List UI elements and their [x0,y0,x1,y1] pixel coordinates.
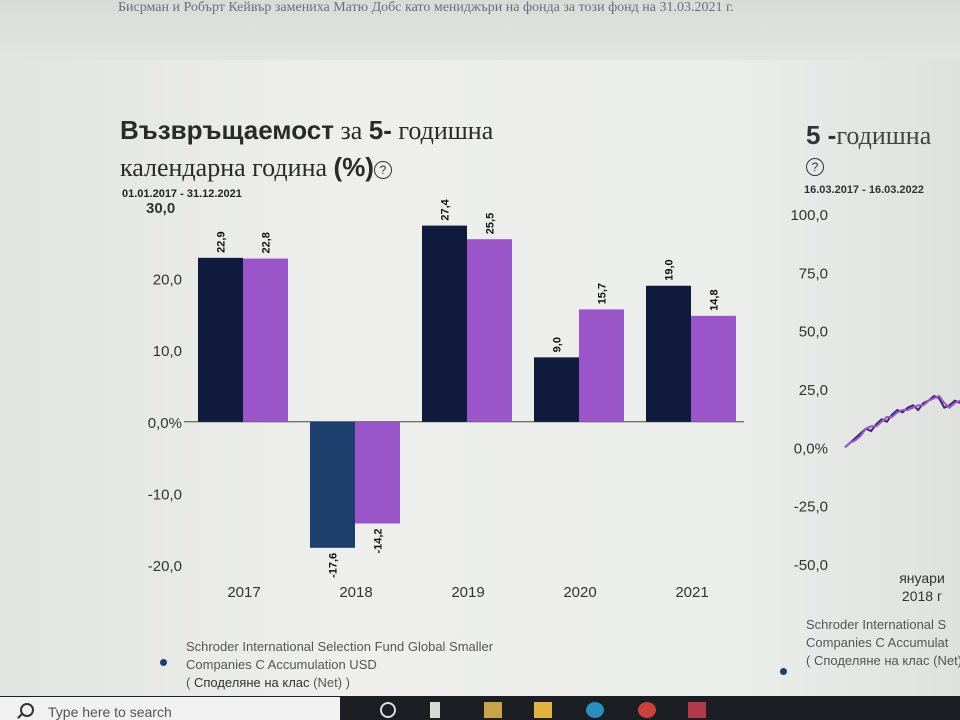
bar-2019-s1 [422,225,467,422]
legend-line-3: ( Споделяне на клас (Net) ) [186,674,606,692]
bar-2019-s2 [467,239,512,422]
y-tick-label: 0,0% [148,415,182,432]
bar-2020-s1 [534,357,579,422]
legend-line-1: Schroder International Selection Fund Gl… [186,639,494,654]
help-icon[interactable]: ? [373,161,392,180]
bar-data-label: -17,6 [328,553,340,578]
y-tick-label-secondary: 0,0% [794,440,828,457]
bar-2017-s2 [243,258,288,422]
title-word-za: за [333,116,369,145]
title-line2: календарна година [120,153,334,182]
chart-title: Възвръщаемост за 5- годишна календарна г… [120,112,640,186]
widgets-icon[interactable] [430,702,440,718]
y-tick-label-secondary: 100,0 [790,207,828,224]
y-tick-label: -20,0 [148,558,182,575]
x-category-label: 2017 [227,584,260,601]
chart-period: 01.01.2017 - 31.12.2021 [122,188,242,200]
app-icon[interactable] [688,702,706,718]
bar-data-label: 19,0 [664,259,676,280]
title-percent: (%) [333,152,374,182]
x-category-label: 2021 [675,584,708,601]
bar-data-label: -14,2 [373,528,385,553]
edge-browser-icon[interactable] [586,702,604,718]
bar-data-label: 22,8 [261,232,273,253]
legend2-line-3: ( Споделяне на клас (Net) [806,653,960,668]
title-bold-five: 5- [368,115,392,145]
bar-2021-s2 [691,315,736,422]
legend-paren-open: ( [186,675,194,690]
secondary-chart-period: 16.03.2017 - 16.03.2022 [804,184,924,196]
legend-marker [160,659,167,666]
secondary-chart-title: 5 -годишна [806,120,960,151]
legend-paren-close: ) [342,675,350,690]
legend-share-class: Споделяне на клас [193,675,314,690]
legend-net: (Net) [313,675,343,690]
taskbar-search-placeholder[interactable]: Type here to search [48,704,172,720]
secondary-chart-legend: Schroder International S Companies C Acc… [806,616,960,670]
y-tick-label-secondary: 25,0 [799,382,828,399]
folder-icon[interactable] [534,702,552,718]
bar-2018-s1 [310,421,355,548]
y-tick-label-secondary: -25,0 [794,499,828,516]
bar-2017-s1 [198,257,243,422]
title-word-godishna: годишна [391,116,494,145]
legend-marker-secondary [780,668,787,675]
fund-manager-note: Бисрман и Робърт Кейвър замениха Матю До… [118,0,734,15]
legend2-line-2: Companies C Accumulat [806,635,949,650]
chart-legend: Schroder International Selection Fund Gl… [186,638,606,692]
document-header-strip [0,0,960,60]
search-icon[interactable] [20,703,34,717]
series-line-1 [844,394,960,449]
legend2-line-1: Schroder International S [806,617,947,632]
y-tick-label: 20,0 [153,272,182,289]
bar-2018-s2 [355,421,400,524]
y-tick-label: -10,0 [148,486,182,503]
y-tick-label: 10,0 [153,343,182,360]
x-category-label: 2018 [339,584,372,601]
x-category-label: 2019 [451,584,484,601]
bar-data-label: 22,9 [216,231,228,252]
legend-line-2: Companies C Accumulation USD [186,657,377,672]
bar-2020-s2 [579,309,624,422]
x-axis-label-line2: 2018 г [902,588,942,604]
y-tick-label: 30,0 [146,200,175,217]
y-tick-label-secondary: 75,0 [799,265,828,282]
title2-five: 5 - [806,120,837,150]
chrome-icon[interactable] [638,702,656,718]
bar-2021-s1 [646,285,691,422]
bar-data-label: 9,0 [552,337,564,352]
bar-data-label: 27,4 [440,198,452,220]
x-category-label: 2020 [563,584,596,601]
task-view-icon[interactable] [380,702,396,718]
help-icon-secondary[interactable]: ? [806,158,824,176]
bar-data-label: 14,8 [709,289,721,310]
series-line-2 [844,394,960,449]
taskbar-search-box[interactable] [0,697,340,720]
title-bold-word: Възвръщаемост [120,115,334,145]
title2-word: годишна [836,121,932,150]
y-tick-label-secondary: 50,0 [799,324,828,341]
x-axis-label-line1: януари [899,570,945,586]
y-tick-label-secondary: -50,0 [794,557,828,574]
bar-data-label: 25,5 [485,213,497,234]
bar-data-label: 15,7 [597,283,609,304]
file-explorer-icon[interactable] [484,702,502,718]
